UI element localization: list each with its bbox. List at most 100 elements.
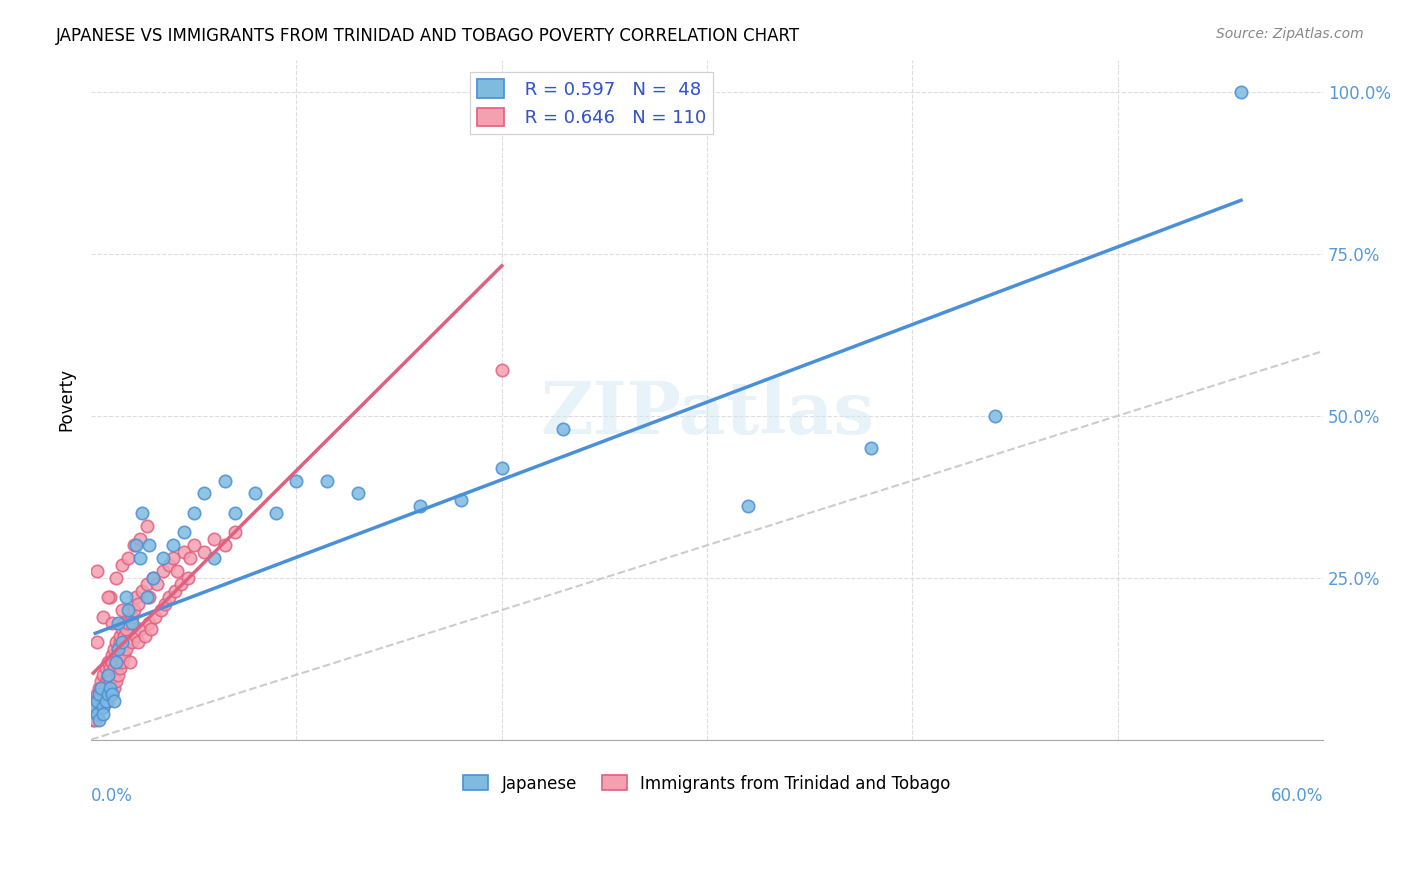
Point [89,681,111,695]
Point [112,615,135,630]
Point [94,674,117,689]
Point [107,641,129,656]
Point [108,661,131,675]
Point [1230,85,1253,99]
Point [129,623,152,637]
Point [117,603,139,617]
Point [89,694,111,708]
Point [104,571,127,585]
Point [94,661,117,675]
Point [97,590,120,604]
Point [86,635,108,649]
Y-axis label: Poverty: Poverty [58,368,75,431]
Point [139,623,162,637]
Point [125,538,148,552]
Point [135,590,157,604]
Point [264,506,287,520]
Point [98,674,121,689]
Point [86,694,108,708]
Point [115,590,138,604]
Point [183,538,205,552]
Point [146,577,169,591]
Text: 0.0%: 0.0% [91,787,134,805]
Point [131,506,153,520]
Point [100,687,122,701]
Point [127,635,149,649]
Point [193,545,215,559]
Point [245,486,267,500]
Point [135,519,157,533]
Point [112,629,135,643]
Point [115,623,138,637]
Point [173,525,195,540]
Point [111,558,134,572]
Point [90,694,112,708]
Point [108,635,131,649]
Point [224,525,246,540]
Point [173,545,195,559]
Point [111,655,134,669]
Point [157,558,180,572]
Point [450,492,472,507]
Point [108,629,131,643]
Point [860,441,883,455]
Legend:  R = 0.597   N =  48,  R = 0.646   N = 110: R = 0.597 N = 48, R = 0.646 N = 110 [470,72,713,134]
Point [90,681,112,695]
Point [100,648,122,663]
Point [553,422,575,436]
Point [100,655,122,669]
Point [107,648,129,663]
Point [82,706,104,721]
Point [129,551,152,566]
Text: 60.0%: 60.0% [1271,787,1323,805]
Point [112,648,135,663]
Point [115,641,138,656]
Point [82,700,104,714]
Point [138,590,160,604]
Point [107,615,129,630]
Point [316,474,339,488]
Point [162,551,184,566]
Point [111,635,134,649]
Point [202,551,225,566]
Point [131,583,153,598]
Point [214,474,236,488]
Point [90,687,112,701]
Point [142,571,165,585]
Point [103,641,125,656]
Text: JAPANESE VS IMMIGRANTS FROM TRINIDAD AND TOBAGO POVERTY CORRELATION CHART: JAPANESE VS IMMIGRANTS FROM TRINIDAD AND… [56,27,800,45]
Point [138,615,160,630]
Point [983,409,1005,423]
Point [100,615,122,630]
Point [93,700,115,714]
Point [97,668,120,682]
Point [89,694,111,708]
Point [408,500,430,514]
Point [111,641,134,656]
Point [491,460,513,475]
Point [107,668,129,682]
Point [153,597,176,611]
Point [122,538,145,552]
Point [127,597,149,611]
Point [176,571,198,585]
Point [125,629,148,643]
Point [129,532,152,546]
Point [170,577,193,591]
Point [93,668,115,682]
Point [183,506,205,520]
Point [737,500,759,514]
Point [165,583,187,598]
Point [97,655,120,669]
Point [120,655,142,669]
Point [135,577,157,591]
Point [121,615,143,630]
Point [86,564,108,578]
Point [117,615,139,630]
Point [93,706,115,721]
Point [152,551,174,566]
Point [138,538,160,552]
Point [179,551,201,566]
Point [97,687,120,701]
Point [142,571,165,585]
